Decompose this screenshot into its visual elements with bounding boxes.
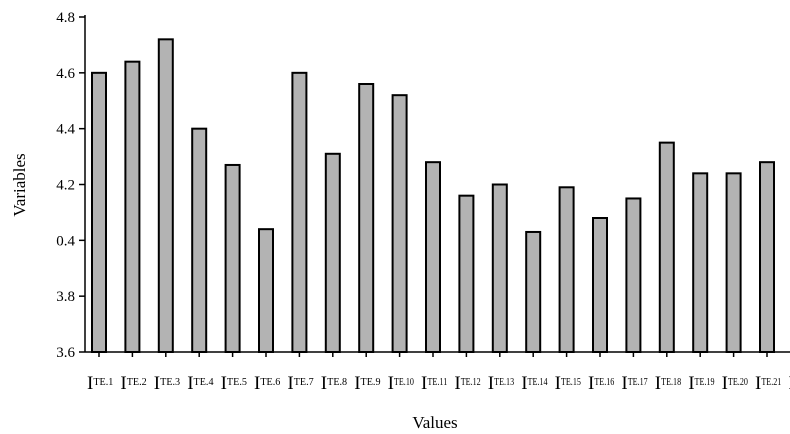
bar-te-4 bbox=[191, 127, 208, 353]
x-tick-label: ITE.2 bbox=[120, 373, 146, 394]
x-tick-label: ITE.19 bbox=[688, 373, 714, 394]
y-tick-label: 4.8 bbox=[56, 10, 75, 26]
x-tick-label: ITE.14 bbox=[521, 373, 547, 394]
x-axis: ITE.1 ITE.2 ITE.3 ITE.4 ITE.5 ITE.6 ITE.7 ITE.8… bbox=[85, 351, 790, 394]
y-tick-label: 4.2 bbox=[56, 178, 75, 194]
x-tick-label: ITE.10 bbox=[388, 373, 414, 394]
bar-te-20 bbox=[725, 172, 742, 353]
bar-te-21 bbox=[759, 161, 775, 353]
bar-te-2 bbox=[124, 60, 141, 353]
bar-te-14 bbox=[525, 230, 542, 354]
x-tick-label: ITE.7 bbox=[287, 373, 313, 394]
x-tick-label: ITE.18 bbox=[655, 373, 681, 394]
bar-te-5 bbox=[224, 163, 241, 353]
bar-te-12 bbox=[458, 194, 475, 353]
bar-te-19 bbox=[692, 172, 709, 353]
bar-te-15 bbox=[558, 186, 575, 353]
x-tick-label: ITE.21 bbox=[755, 373, 781, 394]
x-tick-label: ITE.17 bbox=[621, 373, 647, 394]
bar-te-8 bbox=[324, 152, 341, 353]
bar-te-6 bbox=[258, 228, 274, 353]
x-tick-label: ITE.3 bbox=[154, 373, 180, 394]
y-axis: 3.6 3.8 0.4 4.2 4.4 4.6 4.8 bbox=[56, 10, 86, 361]
bars-group bbox=[91, 38, 775, 354]
x-tick-label: ITE.15 bbox=[555, 373, 581, 394]
bar-te-7 bbox=[291, 71, 308, 354]
y-axis-title: Variables bbox=[10, 153, 29, 216]
y-tick-label: 3.8 bbox=[56, 289, 75, 305]
y-tick-label: 3.6 bbox=[56, 345, 75, 361]
x-tick-label: ITE.4 bbox=[187, 373, 213, 394]
x-tick-label: ITE.1 bbox=[87, 373, 113, 394]
x-tick-label: ITE.20 bbox=[722, 373, 748, 394]
bar-te-10 bbox=[391, 94, 408, 353]
bar-te-16 bbox=[592, 217, 608, 353]
x-tick-label: ITE.22 bbox=[788, 373, 790, 394]
bar-te-11 bbox=[425, 161, 441, 353]
x-tick-label: ITE.5 bbox=[221, 373, 247, 394]
x-tick-label: ITE.16 bbox=[588, 373, 614, 394]
bar-te-9 bbox=[358, 83, 375, 353]
x-tick-label: ITE.11 bbox=[421, 373, 447, 394]
x-tick-label: ITE.13 bbox=[488, 373, 514, 394]
x-tick-label: ITE.12 bbox=[454, 373, 480, 394]
y-tick-label: 4.4 bbox=[56, 122, 75, 138]
bar-te-3 bbox=[157, 38, 174, 354]
bar-te-17 bbox=[625, 197, 642, 353]
x-tick-label: ITE.8 bbox=[321, 373, 347, 394]
x-tick-label: ITE.9 bbox=[354, 373, 380, 394]
y-tick-label: 4.6 bbox=[56, 66, 75, 82]
x-axis-title: Values bbox=[412, 413, 457, 432]
bar-te-1 bbox=[91, 71, 107, 354]
bar-te-13 bbox=[491, 183, 508, 353]
x-tick-label: ITE.6 bbox=[254, 373, 280, 394]
y-tick-label: 0.4 bbox=[56, 233, 75, 249]
bar-te-18 bbox=[658, 141, 675, 353]
